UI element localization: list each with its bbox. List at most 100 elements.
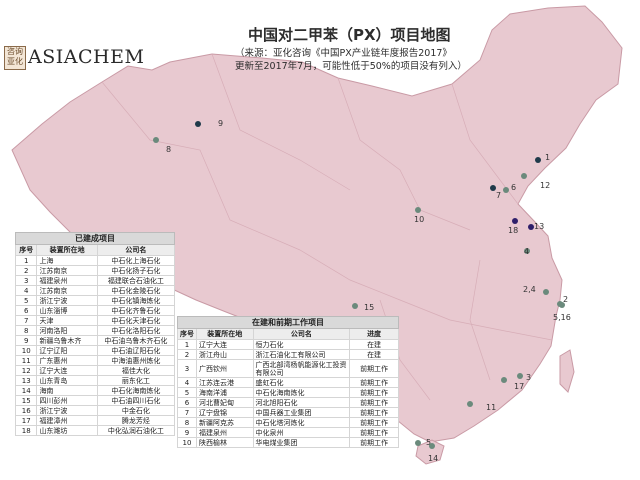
plan-header-location: 装置所在地 (196, 328, 254, 340)
hainan-island (415, 439, 445, 465)
built-cell: 3 (14, 275, 38, 286)
built-cell: 上海 (36, 255, 98, 266)
built-cell: 1 (14, 255, 38, 266)
plan-header-no: 序号 (177, 328, 197, 340)
built-cell: 8 (14, 325, 38, 336)
plan-cell: 河北旭阳石化 (252, 397, 351, 408)
plan-row: 6 河北曹妃甸 河北旭阳石化 前期工作 (177, 397, 399, 408)
plan-row: 10 陕西榆林 华电煤业集团 前期工作 (177, 437, 399, 448)
built-cell: 中石化上海石化 (96, 255, 176, 266)
built-cell: 13 (14, 375, 38, 386)
plan-cell: 中国兵器工业集团 (252, 407, 351, 418)
built-cell: 中石化天津石化 (96, 315, 176, 326)
built-row: 3 福建泉州 福建联合石油化工 (14, 275, 176, 286)
project-marker-dot (415, 440, 421, 446)
plan-cell: 前期工作 (349, 387, 399, 398)
project-marker-label: 5 (426, 438, 431, 447)
plan-cell: 广西钦州 (196, 359, 254, 378)
update-note: 更新至2017年7月，可能性低于50%的项目没有列入） (235, 61, 467, 72)
built-cell: 中石油辽阳石化 (96, 345, 176, 356)
built-table-body: 1 上海 中石化上海石化 2 江苏南京 中石化扬子石化 3 福建泉州 福建联合石油化工 4 江苏南京… (14, 255, 176, 436)
built-cell: 山东淄博 (36, 305, 98, 316)
plan-cell: 恒力石化 (252, 339, 351, 350)
plan-cell: 3 (177, 359, 197, 378)
plan-cell: 10 (177, 437, 197, 448)
built-header-company: 公司名 (96, 244, 176, 256)
built-cell: 江苏南京 (36, 285, 98, 296)
built-cell: 5 (14, 295, 38, 306)
built-cell: 中石化洛阳石化 (96, 325, 176, 336)
built-cell: 四川彭州 (36, 395, 98, 406)
project-marker-dot (153, 137, 159, 143)
project-marker-label: 2,4 (523, 285, 536, 294)
plan-cell: 浙江舟山 (196, 349, 254, 360)
built-row: 1 上海 中石化上海石化 (14, 255, 176, 266)
plan-cell: 前期工作 (349, 437, 399, 448)
project-marker-label: 15 (364, 303, 374, 312)
built-cell: 浙江宁波 (36, 405, 98, 416)
built-row: 12 辽宁大连 福佳大化 (14, 365, 176, 376)
plan-cell: 1 (177, 339, 197, 350)
project-marker-label: 7 (496, 191, 501, 200)
project-marker-dot (528, 224, 534, 230)
plan-cell: 前期工作 (349, 397, 399, 408)
built-cell: 河南洛阳 (36, 325, 98, 336)
project-marker-dot (557, 301, 563, 307)
project-marker-label: 10 (414, 215, 424, 224)
built-cell: 浙江宁波 (36, 295, 98, 306)
built-cell: 6 (14, 305, 38, 316)
project-marker-label: 6 (511, 183, 516, 192)
project-marker-dot (512, 218, 518, 224)
map-title: 中国对二甲苯（PX）项目地图 (248, 26, 451, 44)
plan-row: 3 广西钦州 广西北部湾杨帆能源化工投资有限公司 前期工作 (177, 359, 399, 378)
logo-wordmark: ASIACHEM (28, 46, 145, 68)
plan-cell: 海南洋浦 (196, 387, 254, 398)
built-row: 7 天津 中石化天津石化 (14, 315, 176, 326)
built-row: 10 辽宁辽阳 中石油辽阳石化 (14, 345, 176, 356)
logo-seal: 咨询 亚化 (4, 46, 26, 70)
plan-cell: 8 (177, 417, 197, 428)
project-marker-label: 2 (563, 295, 568, 304)
plan-cell: 前期工作 (349, 407, 399, 418)
plan-row: 8 新疆阿克苏 中石化塔河炼化 前期工作 (177, 417, 399, 428)
project-marker-dot (543, 289, 549, 295)
plan-cell: 中石化海南炼化 (252, 387, 351, 398)
plan-cell: 2 (177, 349, 197, 360)
plan-cell: 盛虹石化 (252, 377, 351, 388)
plan-table-body: 1 辽宁大连 恒力石化 在建 2 浙江舟山 浙江石油化工有限公司 在建 3 广西钦州 广西北部湾杨帆… (177, 339, 399, 448)
built-cell: 中石油四川石化 (96, 395, 176, 406)
built-cell: 福佳大化 (96, 365, 176, 376)
plan-cell: 中化泉州 (252, 427, 351, 438)
built-cell: 4 (14, 285, 38, 296)
built-cell: 中石化齐鲁石化 (96, 305, 176, 316)
built-cell: 18 (14, 425, 38, 436)
plan-cell: 新疆阿克苏 (196, 417, 254, 428)
project-marker-label: 8 (166, 145, 171, 154)
project-marker-dot (429, 443, 435, 449)
project-marker-dot (415, 207, 421, 213)
built-cell: 9 (14, 335, 38, 346)
built-cell: 15 (14, 395, 38, 406)
project-marker-label: 5,16 (553, 313, 571, 322)
project-marker-label: 3 (526, 373, 531, 382)
plan-cell: 前期工作 (349, 417, 399, 428)
built-cell: 中石油乌鲁木齐石化 (96, 335, 176, 346)
plan-cell: 在建 (349, 339, 399, 350)
plan-cell: 5 (177, 387, 197, 398)
project-marker-label: 14 (428, 454, 438, 463)
project-marker-label: 13 (534, 222, 544, 231)
project-marker-dot (524, 248, 530, 254)
built-cell: 12 (14, 365, 38, 376)
plan-cell: 辽宁大连 (196, 339, 254, 350)
project-marker-dot (501, 377, 507, 383)
built-table-title: 已建成项目 (15, 232, 175, 245)
built-cell: 山东青岛 (36, 375, 98, 386)
built-cell: 福建联合石油化工 (96, 275, 176, 286)
built-cell: 江苏南京 (36, 265, 98, 276)
built-header-no: 序号 (14, 244, 38, 256)
project-marker-label: 12 (540, 181, 550, 190)
built-cell: 腾龙芳烃 (96, 415, 176, 426)
plan-cell: 前期工作 (349, 359, 399, 378)
built-cell: 天津 (36, 315, 98, 326)
built-row: 17 福建漳州 腾龙芳烃 (14, 415, 176, 426)
